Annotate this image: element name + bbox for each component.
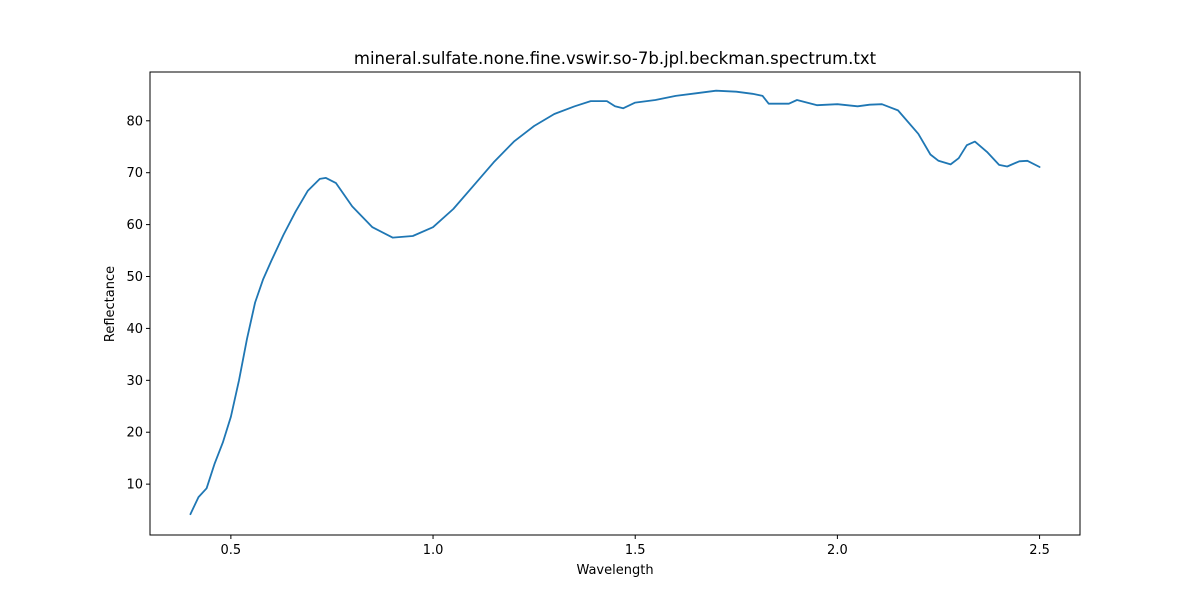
plot-frame bbox=[149, 71, 1081, 536]
x-axis-ticks: 0.5 1.0 1.5 2.0 2.5 bbox=[221, 535, 1050, 558]
y-tick-label: 30 bbox=[126, 374, 143, 389]
y-tick-label: 10 bbox=[126, 478, 143, 493]
plot-lines bbox=[189, 89, 1041, 516]
x-tick-label: 2.5 bbox=[1029, 543, 1050, 558]
x-axis-title: Wavelength bbox=[576, 563, 653, 578]
y-tick-label: 20 bbox=[126, 426, 143, 441]
x-tick-label: 2.0 bbox=[827, 543, 848, 558]
y-axis-ticks: 10 20 30 40 50 60 70 80 bbox=[126, 114, 150, 493]
x-tick-label: 1.0 bbox=[423, 543, 444, 558]
y-tick-label: 40 bbox=[126, 322, 143, 337]
y-tick-label: 50 bbox=[126, 270, 143, 285]
spectrum-line bbox=[189, 89, 1041, 516]
y-tick-label: 60 bbox=[126, 218, 143, 233]
x-tick-label: 1.5 bbox=[625, 543, 646, 558]
chart-title: mineral.sulfate.none.fine.vswir.so-7b.jp… bbox=[354, 49, 877, 68]
y-tick-label: 80 bbox=[126, 114, 143, 129]
y-tick-label: 70 bbox=[126, 166, 143, 181]
y-axis-title: Reflectance bbox=[103, 266, 118, 342]
x-tick-label: 0.5 bbox=[221, 543, 242, 558]
